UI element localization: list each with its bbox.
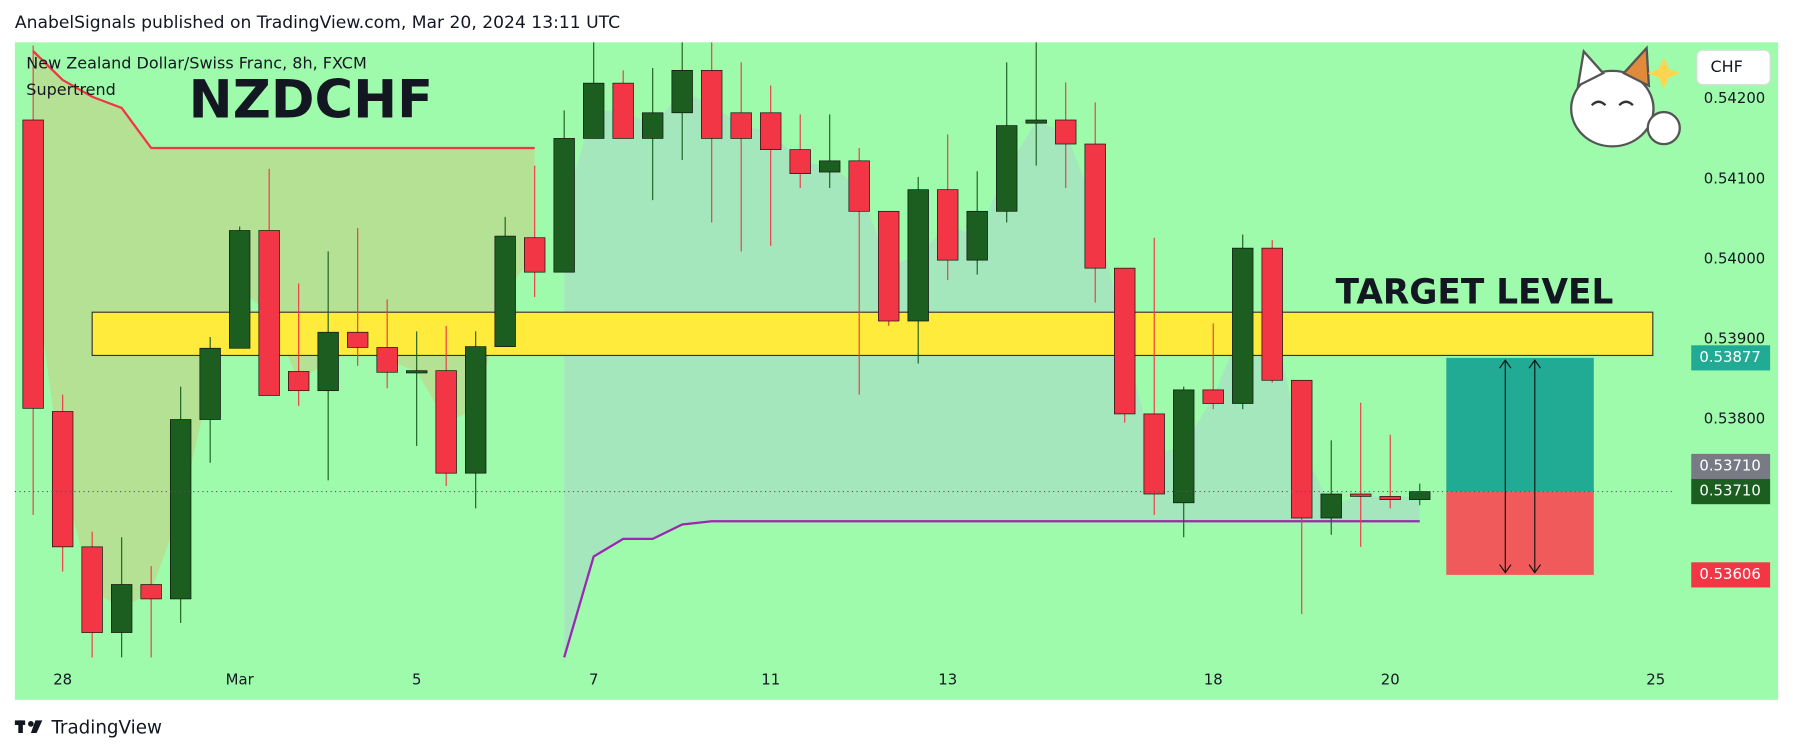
footer-logo [14,720,43,733]
title: NZDCHF [189,70,433,131]
candle-body [494,235,516,347]
candle-body [258,230,280,396]
candle-body [612,82,634,139]
candle-body [819,160,841,173]
x-tick-label: 7 [589,670,598,688]
loss-area [1446,491,1594,575]
candle-body [1409,491,1431,500]
candle-body [347,331,369,348]
supertrend-line [32,50,535,150]
candle-body [789,149,811,174]
header: AnabelSignals published on TradingView.c… [15,13,620,33]
x-tick-label: 25 [1646,670,1665,688]
candle-body [1320,493,1342,519]
candle-body [1173,389,1195,504]
candle-body [878,210,900,322]
price-label-box [1691,479,1771,505]
candle-body [760,112,782,150]
indicator-name: Supertrend [26,80,116,99]
candle-body [140,584,162,600]
legend-title: New Zealand Dollar/Swiss Franc, 8h, FXCM [26,54,366,73]
y-tick-label: 0.53900 [1704,329,1765,347]
x-tick-label: 18 [1204,670,1223,688]
price-label: 0.53606 [1699,565,1760,583]
candle-body [406,370,428,374]
price-label-box [1691,453,1771,480]
candle-body [1350,493,1372,497]
candle-body [848,160,870,212]
candle-body [288,371,310,392]
candle-body [1084,143,1106,269]
x-tick-label: 11 [761,670,780,688]
sticker [1570,45,1681,148]
x-tick-label: Mar [226,670,255,688]
candle-body [51,411,74,548]
candle-body [524,237,546,273]
candle-body [937,189,959,261]
y-tick-label: 0.54000 [1704,249,1765,267]
candle-body [1143,413,1165,495]
y-tick-label: 0.54200 [1704,89,1765,107]
candle-body [110,584,133,633]
candle-body [1379,496,1401,500]
candle-body [376,347,398,373]
candle-body [966,210,988,261]
candle-body [1291,379,1313,519]
target-zone [91,311,1654,357]
candle-body [583,82,605,139]
candle-body [1202,389,1224,404]
price-label: 0.53710 [1699,482,1760,500]
candle-body [1232,247,1254,404]
price-label-box [1691,345,1771,371]
candle-body [730,112,752,139]
candle-body [81,546,103,633]
candle-body [22,119,44,409]
currency[interactable]: CHF [1710,57,1742,76]
x-tick-label: 28 [53,670,72,688]
price-label: 0.53710 [1699,456,1760,474]
x-tick-label: 5 [412,670,421,688]
candle-body [199,347,221,420]
candle-body [1114,267,1136,415]
candle-body [1025,119,1047,124]
supertrend-fill [564,91,1420,658]
candle-body [642,112,664,139]
arrow-head [1499,359,1512,574]
y-tick-label: 0.53800 [1704,410,1765,428]
candle-body [228,230,251,349]
candle-body [671,70,693,114]
candle-body [553,138,575,273]
candle-body [1055,119,1077,145]
candle-body [465,346,487,474]
candle-body [996,125,1018,212]
y-tick-label: 0.54100 [1704,169,1765,187]
candle-body [435,370,457,474]
x-tick-label: 20 [1381,670,1400,688]
profit-area [1446,357,1594,492]
candle-body [317,331,339,392]
x-tick-label: 13 [938,670,957,688]
candle-body [701,70,723,139]
candle-body [1261,247,1283,381]
price-label: 0.53877 [1699,348,1760,366]
footer: TradingView [50,717,162,738]
arrow-head [1528,359,1541,574]
supertrend-line [563,520,1420,658]
currency-button[interactable] [1696,49,1771,86]
candle-body [907,189,929,322]
annotation: TARGET LEVEL [1336,272,1614,312]
price-label-box [1691,562,1771,588]
candle-body [169,419,192,600]
